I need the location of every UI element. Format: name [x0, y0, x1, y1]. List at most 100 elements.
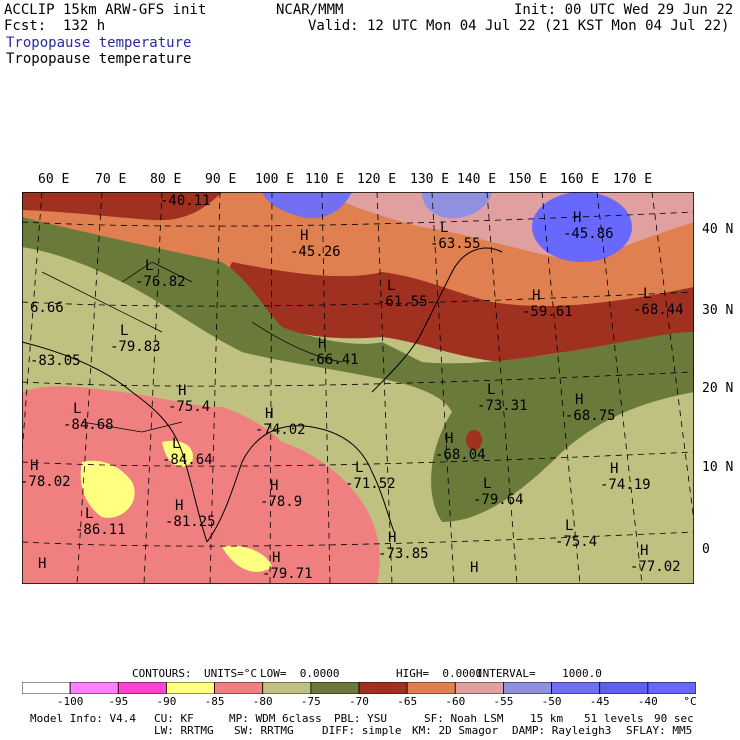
shade-high-north	[262, 192, 352, 219]
coastline	[22, 247, 503, 543]
shade-band-65	[228, 262, 694, 362]
init-time: Init: 00 UTC Wed 29 Jun 22	[514, 2, 734, 18]
colorbar-label: -80	[252, 695, 273, 708]
colorbar-label: -65	[397, 695, 418, 708]
low-marker: L	[120, 323, 128, 339]
extremum-value: -79.64	[473, 492, 524, 508]
extrema-markers: -40.11H-45.26L-63.55H-45.86L-76.82 L-61.5…	[22, 193, 684, 582]
high-marker: H	[470, 560, 478, 576]
low-marker: L	[440, 220, 448, 236]
lon-label: 120 E	[357, 172, 397, 187]
high-marker: H	[388, 530, 396, 546]
low-marker: L	[643, 286, 651, 302]
low-marker: L	[387, 278, 395, 294]
colorbar-swatch	[358, 682, 408, 694]
lon-label: 80 E	[150, 172, 182, 187]
shade-high-npac-west	[422, 192, 492, 219]
extremum-value: -61.55	[377, 294, 428, 310]
shade-band-85-c	[222, 545, 272, 572]
lon-label: 110 E	[305, 172, 345, 187]
high-marker: H	[270, 478, 278, 494]
lon-label: 100 E	[255, 172, 295, 187]
colorbar-swatch	[22, 682, 71, 694]
cumulus-scheme: CU: KF	[154, 712, 194, 725]
shade-band-70	[22, 217, 694, 522]
extremum-value: -73.31	[477, 398, 528, 414]
contours-label: CONTOURS:	[132, 667, 192, 680]
colorbar-swatch	[599, 682, 649, 694]
colorbar-label: -70	[349, 695, 369, 708]
high-marker: H	[272, 550, 280, 566]
colorbar-label: -55	[493, 695, 514, 708]
high-marker: H	[575, 392, 583, 408]
colorbar-swatch	[69, 682, 119, 694]
extremum-value: -68.75	[565, 408, 616, 424]
colorbar-swatch	[117, 682, 167, 694]
high-marker: H	[265, 406, 273, 422]
colorbar-swatch	[166, 682, 215, 694]
colorbar-swatch	[503, 682, 552, 694]
tropopause-temperature-map: -40.11H-45.26L-63.55H-45.86L-76.82 L-61.5…	[22, 192, 694, 584]
lon-label: 90 E	[205, 172, 237, 187]
run-title: ACCLIP 15km ARW-GFS init	[4, 2, 207, 18]
extremum-value: -59.61	[522, 304, 573, 320]
colorbar-label: -75	[300, 695, 321, 708]
extremum-value: -86.11	[75, 522, 126, 538]
pbl-scheme: PBL: YSU	[334, 712, 387, 725]
shade-high-npac	[532, 192, 632, 262]
microphysics: MP: WDM 6class	[229, 712, 322, 725]
extremum-value: -40.11	[160, 193, 211, 209]
lat-label: 30 N	[702, 303, 734, 318]
extremum-value: -78.02	[22, 474, 71, 490]
high-marker: H	[300, 228, 308, 244]
low-marker: L	[355, 460, 363, 476]
field-title-shaded: Tropopause temperature	[6, 35, 192, 51]
low-marker: L	[145, 258, 153, 274]
extremum-value: -71.52	[345, 476, 396, 492]
extremum-value: -81.25	[165, 514, 216, 530]
extremum-value: -76.82	[135, 274, 186, 290]
extremum-value: -74.02	[255, 422, 306, 438]
shade-band-85-b	[162, 440, 193, 467]
resolution: 15 km	[530, 712, 564, 725]
colorbar-label: -50	[541, 695, 562, 708]
borders	[41, 261, 343, 433]
low-marker: L	[172, 436, 180, 452]
contours-interval: INTERVAL= 1000.0	[476, 667, 602, 680]
colorbar-label: -45	[589, 695, 610, 708]
surface-scheme: SF: Noah LSM	[424, 712, 504, 725]
low-marker: L	[565, 518, 573, 534]
low-marker: L	[73, 401, 81, 417]
lon-label: 150 E	[508, 172, 548, 187]
shade-patch-65	[466, 430, 482, 450]
extremum-value: -73.85	[378, 546, 429, 562]
high-marker: H	[318, 336, 326, 352]
high-marker: H	[175, 498, 183, 514]
colorbar-label: °C	[683, 695, 697, 708]
extremum-value: -63.55	[430, 236, 481, 252]
extremum-value: -78.9	[260, 494, 302, 510]
colorbar-swatch	[262, 682, 312, 694]
colorbar-label: -85	[204, 695, 225, 708]
shortwave-scheme: SW: RRTMG	[234, 724, 294, 737]
high-marker: H	[30, 458, 38, 474]
high-marker: H	[38, 556, 46, 572]
damping: DAMP: Rayleigh3	[512, 724, 612, 737]
shade-band-85-a	[80, 460, 135, 518]
lon-label: 130 E	[410, 172, 450, 187]
surface-layer: SFLAY: MM5	[626, 724, 693, 737]
colorbar-label: -95	[108, 695, 129, 708]
lat-label: 0	[702, 542, 710, 557]
extremum-value: -75.4	[168, 399, 210, 415]
extremum-value: -45.86	[563, 226, 614, 242]
extremum-value: -75.4	[555, 534, 597, 550]
extremum-value: -77.02	[630, 559, 681, 575]
high-marker: H	[573, 210, 581, 226]
extremum-value: -68.44	[633, 302, 684, 318]
contours-units: UNITS=°C	[204, 667, 257, 680]
colorbar-label: -40	[637, 695, 658, 708]
lat-label: 40 N	[702, 222, 734, 237]
graticule	[22, 192, 694, 584]
institution-label: NCAR/MMM	[276, 2, 344, 18]
lat-label: 20 N	[702, 381, 734, 396]
